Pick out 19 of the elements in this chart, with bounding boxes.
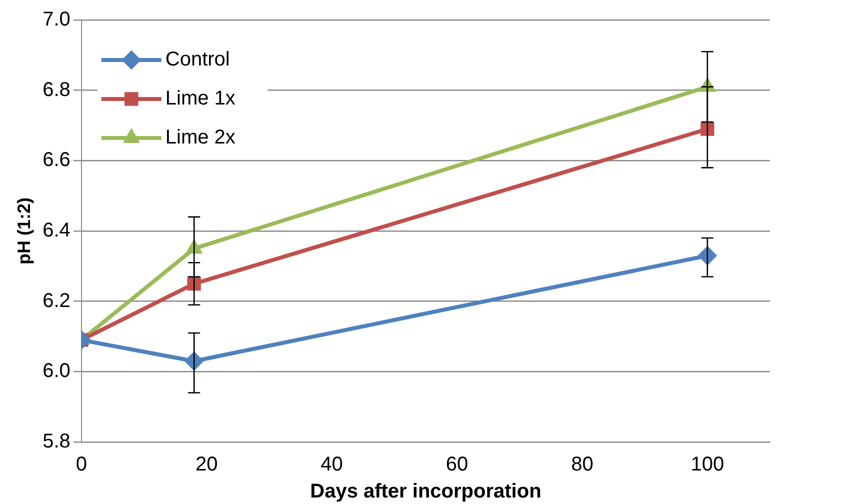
y-tick-label: 6.8 [42,78,70,101]
y-tick-label: 6.2 [42,290,70,312]
x-axis-title: Days after incorporation [310,480,542,503]
y-tick-label: 6.0 [42,360,70,382]
legend-label: Lime 2x [165,126,236,149]
y-tick-label: 6.4 [42,220,70,242]
point [700,122,714,136]
legend-label: Lime 1x [165,88,236,110]
x-tick-label: 100 [690,454,724,476]
x-tick-label: 0 [76,454,87,476]
x-tick-label: 20 [195,454,218,476]
x-tick-label: 80 [571,454,594,476]
y-tick-label: 6.6 [42,149,70,172]
x-tick-label: 60 [446,454,468,476]
y-tick-label: 7.0 [42,8,70,31]
y-tick-label: 5.8 [42,430,70,453]
legend-label: Control [165,48,230,71]
x-tick-label: 40 [320,454,343,476]
y-axis-title: pH (1:2) [14,197,34,264]
